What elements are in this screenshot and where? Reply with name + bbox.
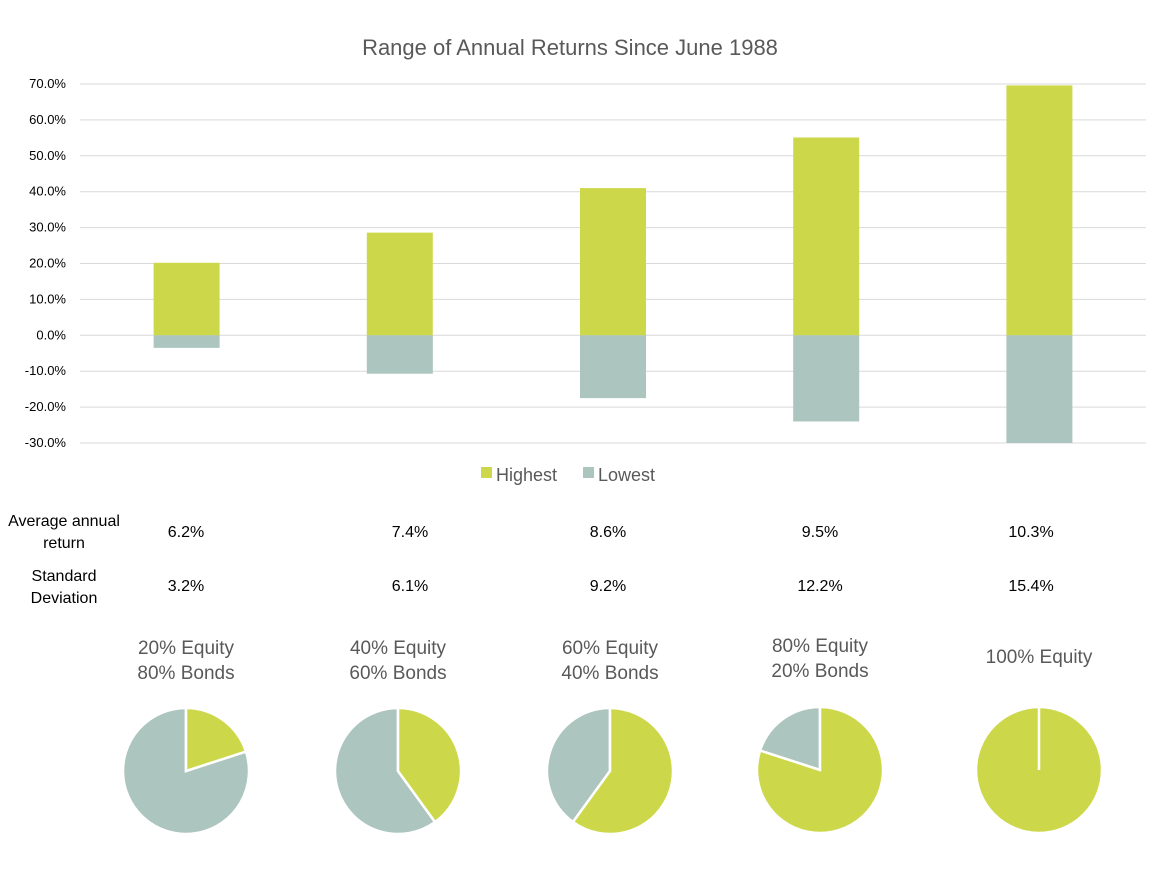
- bar-highest-5: [1006, 85, 1073, 336]
- bar-lowest-5: [1006, 335, 1073, 443]
- pie-label-2: 40% Equity 60% Bonds: [318, 636, 478, 686]
- pie-label-line: 40% Bonds: [561, 663, 659, 684]
- legend-label-highest: Highest: [496, 465, 557, 485]
- legend: Highest Lowest: [481, 465, 655, 485]
- std-dev-value: 9.2%: [589, 578, 627, 595]
- bar-lowest-2: [366, 335, 433, 374]
- y-tick-label: 40.0%: [29, 184, 66, 199]
- pie-label-5: 100% Equity: [959, 645, 1119, 670]
- stat-label-std-dev: Standard Deviation: [30, 568, 98, 607]
- y-tick-label: -30.0%: [25, 435, 67, 450]
- pie-label-3: 60% Equity 40% Bonds: [530, 636, 690, 686]
- pie-label-4: 80% Equity 20% Bonds: [740, 634, 900, 684]
- pie-label-line: 80% Bonds: [137, 663, 235, 684]
- pie-3-equity-slice: [571, 706, 675, 836]
- pie-label-line: 20% Bonds: [771, 661, 869, 682]
- pie-2-bonds-slice: [333, 706, 437, 836]
- average-return-value: 8.6%: [589, 524, 627, 541]
- bar-highest-2: [366, 232, 433, 336]
- pie-4-equity-slice: [755, 705, 885, 835]
- pie-label-line: 80% Equity: [771, 636, 869, 657]
- y-tick-label: 70.0%: [29, 76, 66, 91]
- bars: [153, 85, 1073, 443]
- y-tick-label: -20.0%: [25, 399, 67, 414]
- average-return-value: 6.2%: [167, 524, 205, 541]
- y-tick-label: 10.0%: [29, 291, 66, 306]
- average-return-value: 9.5%: [801, 524, 839, 541]
- pie-label-line: 100% Equity: [985, 647, 1093, 668]
- pie-3-bonds-slice: [545, 706, 612, 824]
- bar-lowest-4: [793, 335, 860, 422]
- bar-highest-3: [580, 188, 646, 336]
- stat-label-average-return: Average annual return: [8, 513, 120, 552]
- y-tick-label: 60.0%: [29, 112, 66, 127]
- bar-lowest-1: [153, 335, 220, 348]
- y-axis-ticks: 70.0% 60.0% 50.0% 40.0% 30.0% 20.0% 10.0% 0.0% -…: [25, 76, 67, 450]
- pie-label-line: 60% Bonds: [349, 663, 447, 684]
- bar-highest-4: [793, 137, 860, 336]
- legend-swatch-highest: [481, 467, 492, 478]
- std-dev-value: 15.4%: [1008, 578, 1054, 595]
- y-tick-label: 20.0%: [29, 256, 66, 271]
- pie-1-equity-slice: [184, 706, 248, 773]
- bar-lowest-3: [580, 335, 646, 399]
- std-dev-value: 12.2%: [797, 578, 843, 595]
- pie-label-1: 20% Equity 80% Bonds: [106, 636, 266, 686]
- pie-label-line: 60% Equity: [561, 638, 659, 659]
- pies: [121, 705, 1104, 836]
- average-return-value: 10.3%: [1008, 524, 1054, 541]
- y-tick-label: 50.0%: [29, 148, 66, 163]
- std-dev-value: 3.2%: [167, 578, 205, 595]
- average-return-value: 7.4%: [391, 524, 429, 541]
- bar-highest-1: [153, 262, 220, 336]
- legend-swatch-lowest: [583, 467, 594, 478]
- legend-label-lowest: Lowest: [598, 465, 655, 485]
- std-dev-value: 6.1%: [391, 578, 429, 595]
- y-tick-label: 0.0%: [36, 327, 66, 342]
- chart-title: Range of Annual Returns Since June 1988: [362, 35, 778, 60]
- pie-label-line: 20% Equity: [137, 638, 235, 659]
- pie-2-equity-slice: [396, 706, 463, 824]
- pie-label-line: 40% Equity: [349, 638, 447, 659]
- y-tick-label: 30.0%: [29, 220, 66, 235]
- y-tick-label: -10.0%: [25, 363, 67, 378]
